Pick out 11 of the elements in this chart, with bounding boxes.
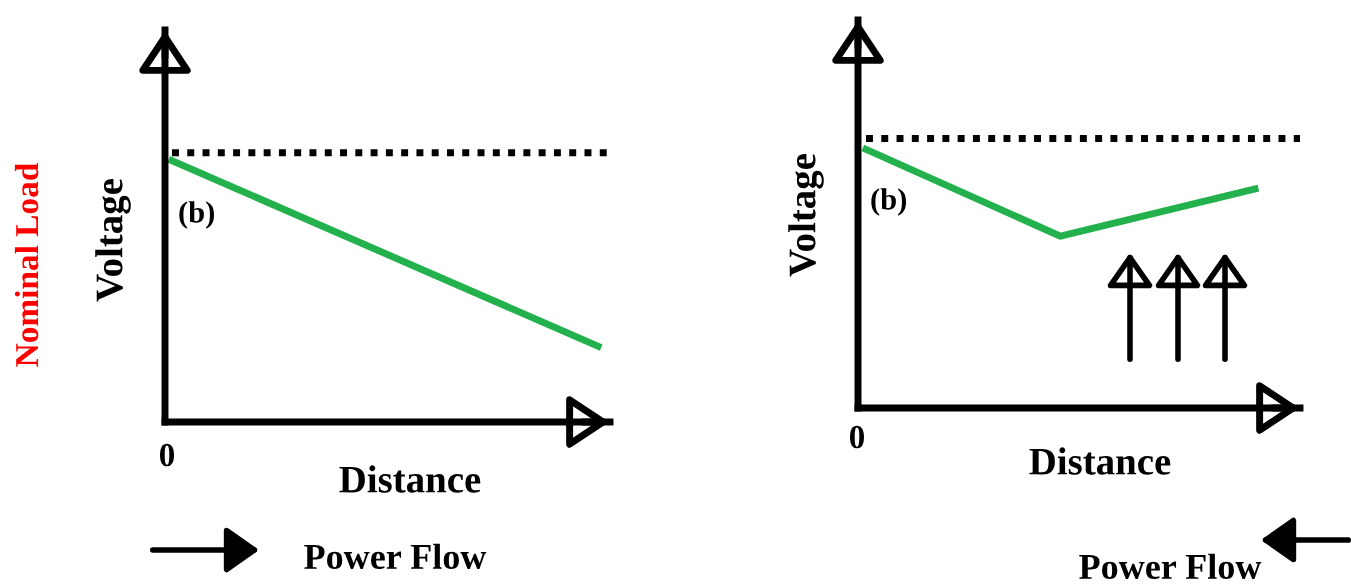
text: 0 xyxy=(849,425,865,449)
y-axis-title: Voltage xyxy=(95,179,131,302)
annotation: Nominal Load xyxy=(14,163,39,367)
text: 0 xyxy=(159,443,175,467)
y-axis-title: Voltage xyxy=(788,154,824,277)
annotation: (b) xyxy=(871,188,906,216)
annotation: (b) xyxy=(179,201,214,229)
text: Power Flow xyxy=(304,543,487,570)
text: Power Flow xyxy=(1079,553,1262,580)
x-axis-title: Distance xyxy=(339,465,481,493)
x-axis-title: Distance xyxy=(1029,447,1171,475)
